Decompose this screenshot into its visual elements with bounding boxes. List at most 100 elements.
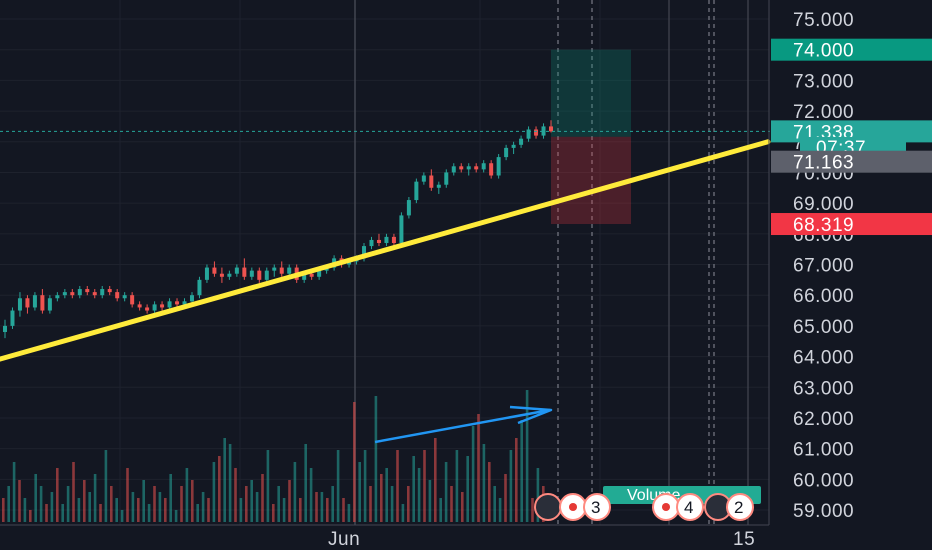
volume-bar bbox=[104, 450, 108, 522]
candle bbox=[504, 144, 509, 161]
candle bbox=[70, 289, 75, 299]
volume-bar bbox=[498, 498, 502, 522]
volume-bar bbox=[196, 504, 199, 522]
volume-series bbox=[2, 390, 545, 522]
volume-bar bbox=[444, 462, 448, 522]
candle bbox=[257, 267, 262, 283]
candle-body bbox=[421, 175, 426, 182]
badge-count: 2 bbox=[734, 498, 743, 517]
candle-body bbox=[3, 325, 7, 333]
price-tick-label: 61.000 bbox=[793, 440, 854, 461]
volume-bar bbox=[353, 402, 356, 522]
candle bbox=[384, 233, 389, 247]
volume-bar bbox=[245, 486, 248, 522]
volume-bar bbox=[164, 498, 167, 522]
candle-body bbox=[32, 295, 37, 308]
candle-body bbox=[152, 304, 157, 311]
volume-bar bbox=[315, 492, 318, 522]
price-tick-label: 72.000 bbox=[793, 102, 854, 123]
volume-bar bbox=[326, 498, 329, 522]
candle bbox=[391, 233, 396, 247]
volume-bar bbox=[299, 498, 302, 522]
candle-series bbox=[3, 120, 553, 339]
price-tick-label: 69.000 bbox=[793, 194, 854, 215]
price-tick-label: 65.000 bbox=[793, 317, 854, 338]
flag-jp-dot-icon bbox=[569, 503, 577, 511]
volume-bar bbox=[29, 510, 32, 522]
trendline[interactable] bbox=[0, 139, 771, 362]
candle bbox=[436, 181, 441, 194]
arrow-annotation[interactable] bbox=[374, 405, 553, 444]
volume-bar bbox=[320, 492, 324, 522]
volume-bar bbox=[417, 468, 421, 522]
candle-body bbox=[257, 270, 262, 280]
volume-bar bbox=[110, 486, 113, 522]
volume-bar bbox=[142, 480, 145, 522]
candle bbox=[511, 141, 516, 155]
candle bbox=[444, 169, 449, 188]
candle bbox=[481, 160, 486, 173]
volume-bar bbox=[158, 492, 162, 522]
event-badges[interactable]: 3 4 2 bbox=[534, 493, 754, 521]
long-position-tool[interactable] bbox=[551, 49, 631, 225]
volume-bar bbox=[61, 504, 64, 522]
volume-bar bbox=[234, 468, 237, 522]
candle-body bbox=[272, 267, 277, 271]
candle bbox=[526, 126, 531, 142]
candle bbox=[549, 120, 553, 133]
candle bbox=[122, 292, 127, 302]
badge-count: 4 bbox=[684, 498, 693, 517]
candle-body bbox=[384, 236, 389, 244]
volume-bar bbox=[45, 504, 48, 522]
price-tick-label: 60.000 bbox=[793, 470, 854, 491]
candle bbox=[197, 276, 202, 299]
volume-bar bbox=[428, 480, 432, 522]
candle-body bbox=[107, 289, 112, 293]
candle bbox=[272, 264, 277, 277]
candle-body bbox=[175, 301, 180, 305]
price-tag-label: 71.163 bbox=[793, 153, 854, 174]
candle-body bbox=[347, 261, 352, 265]
candle bbox=[279, 261, 284, 277]
volume-bar bbox=[115, 498, 118, 522]
candle-body bbox=[197, 279, 202, 296]
volume-bar bbox=[401, 504, 405, 522]
candle bbox=[77, 285, 82, 299]
volume-bar bbox=[466, 456, 469, 522]
event-badge-icon bbox=[726, 493, 754, 521]
volume-bar bbox=[277, 486, 280, 522]
volume-bar bbox=[180, 486, 183, 522]
candle-body bbox=[25, 298, 30, 308]
volume-bar bbox=[282, 498, 286, 522]
candle bbox=[414, 178, 419, 204]
grid bbox=[0, 0, 769, 525]
candle-body bbox=[317, 270, 322, 277]
candle-body bbox=[100, 289, 105, 296]
candle-body bbox=[541, 126, 546, 136]
candle-body bbox=[55, 295, 60, 299]
candle-body bbox=[279, 267, 284, 274]
candle bbox=[17, 292, 22, 317]
time-scale[interactable]: Jun 15 bbox=[0, 524, 769, 550]
candle bbox=[406, 196, 411, 219]
candle bbox=[145, 304, 150, 314]
volume-bar bbox=[131, 492, 135, 522]
volume-bar bbox=[250, 480, 253, 522]
volume-bar bbox=[515, 438, 518, 522]
volume-bar bbox=[423, 450, 426, 522]
candle-body bbox=[47, 298, 52, 311]
price-scale[interactable]: 59.000 60.000 61.000 62.000 63.000 64.000 65.0… bbox=[768, 0, 932, 525]
volume-bar bbox=[99, 504, 102, 522]
candle-body bbox=[436, 184, 441, 188]
candle bbox=[40, 289, 45, 314]
volume-bar bbox=[137, 498, 140, 522]
price-tag-bg bbox=[771, 213, 932, 236]
volume-bar bbox=[434, 438, 437, 522]
candle bbox=[204, 264, 209, 283]
price-tick-label: 66.000 bbox=[793, 286, 854, 307]
candle-body bbox=[189, 295, 194, 302]
candle bbox=[242, 258, 247, 280]
